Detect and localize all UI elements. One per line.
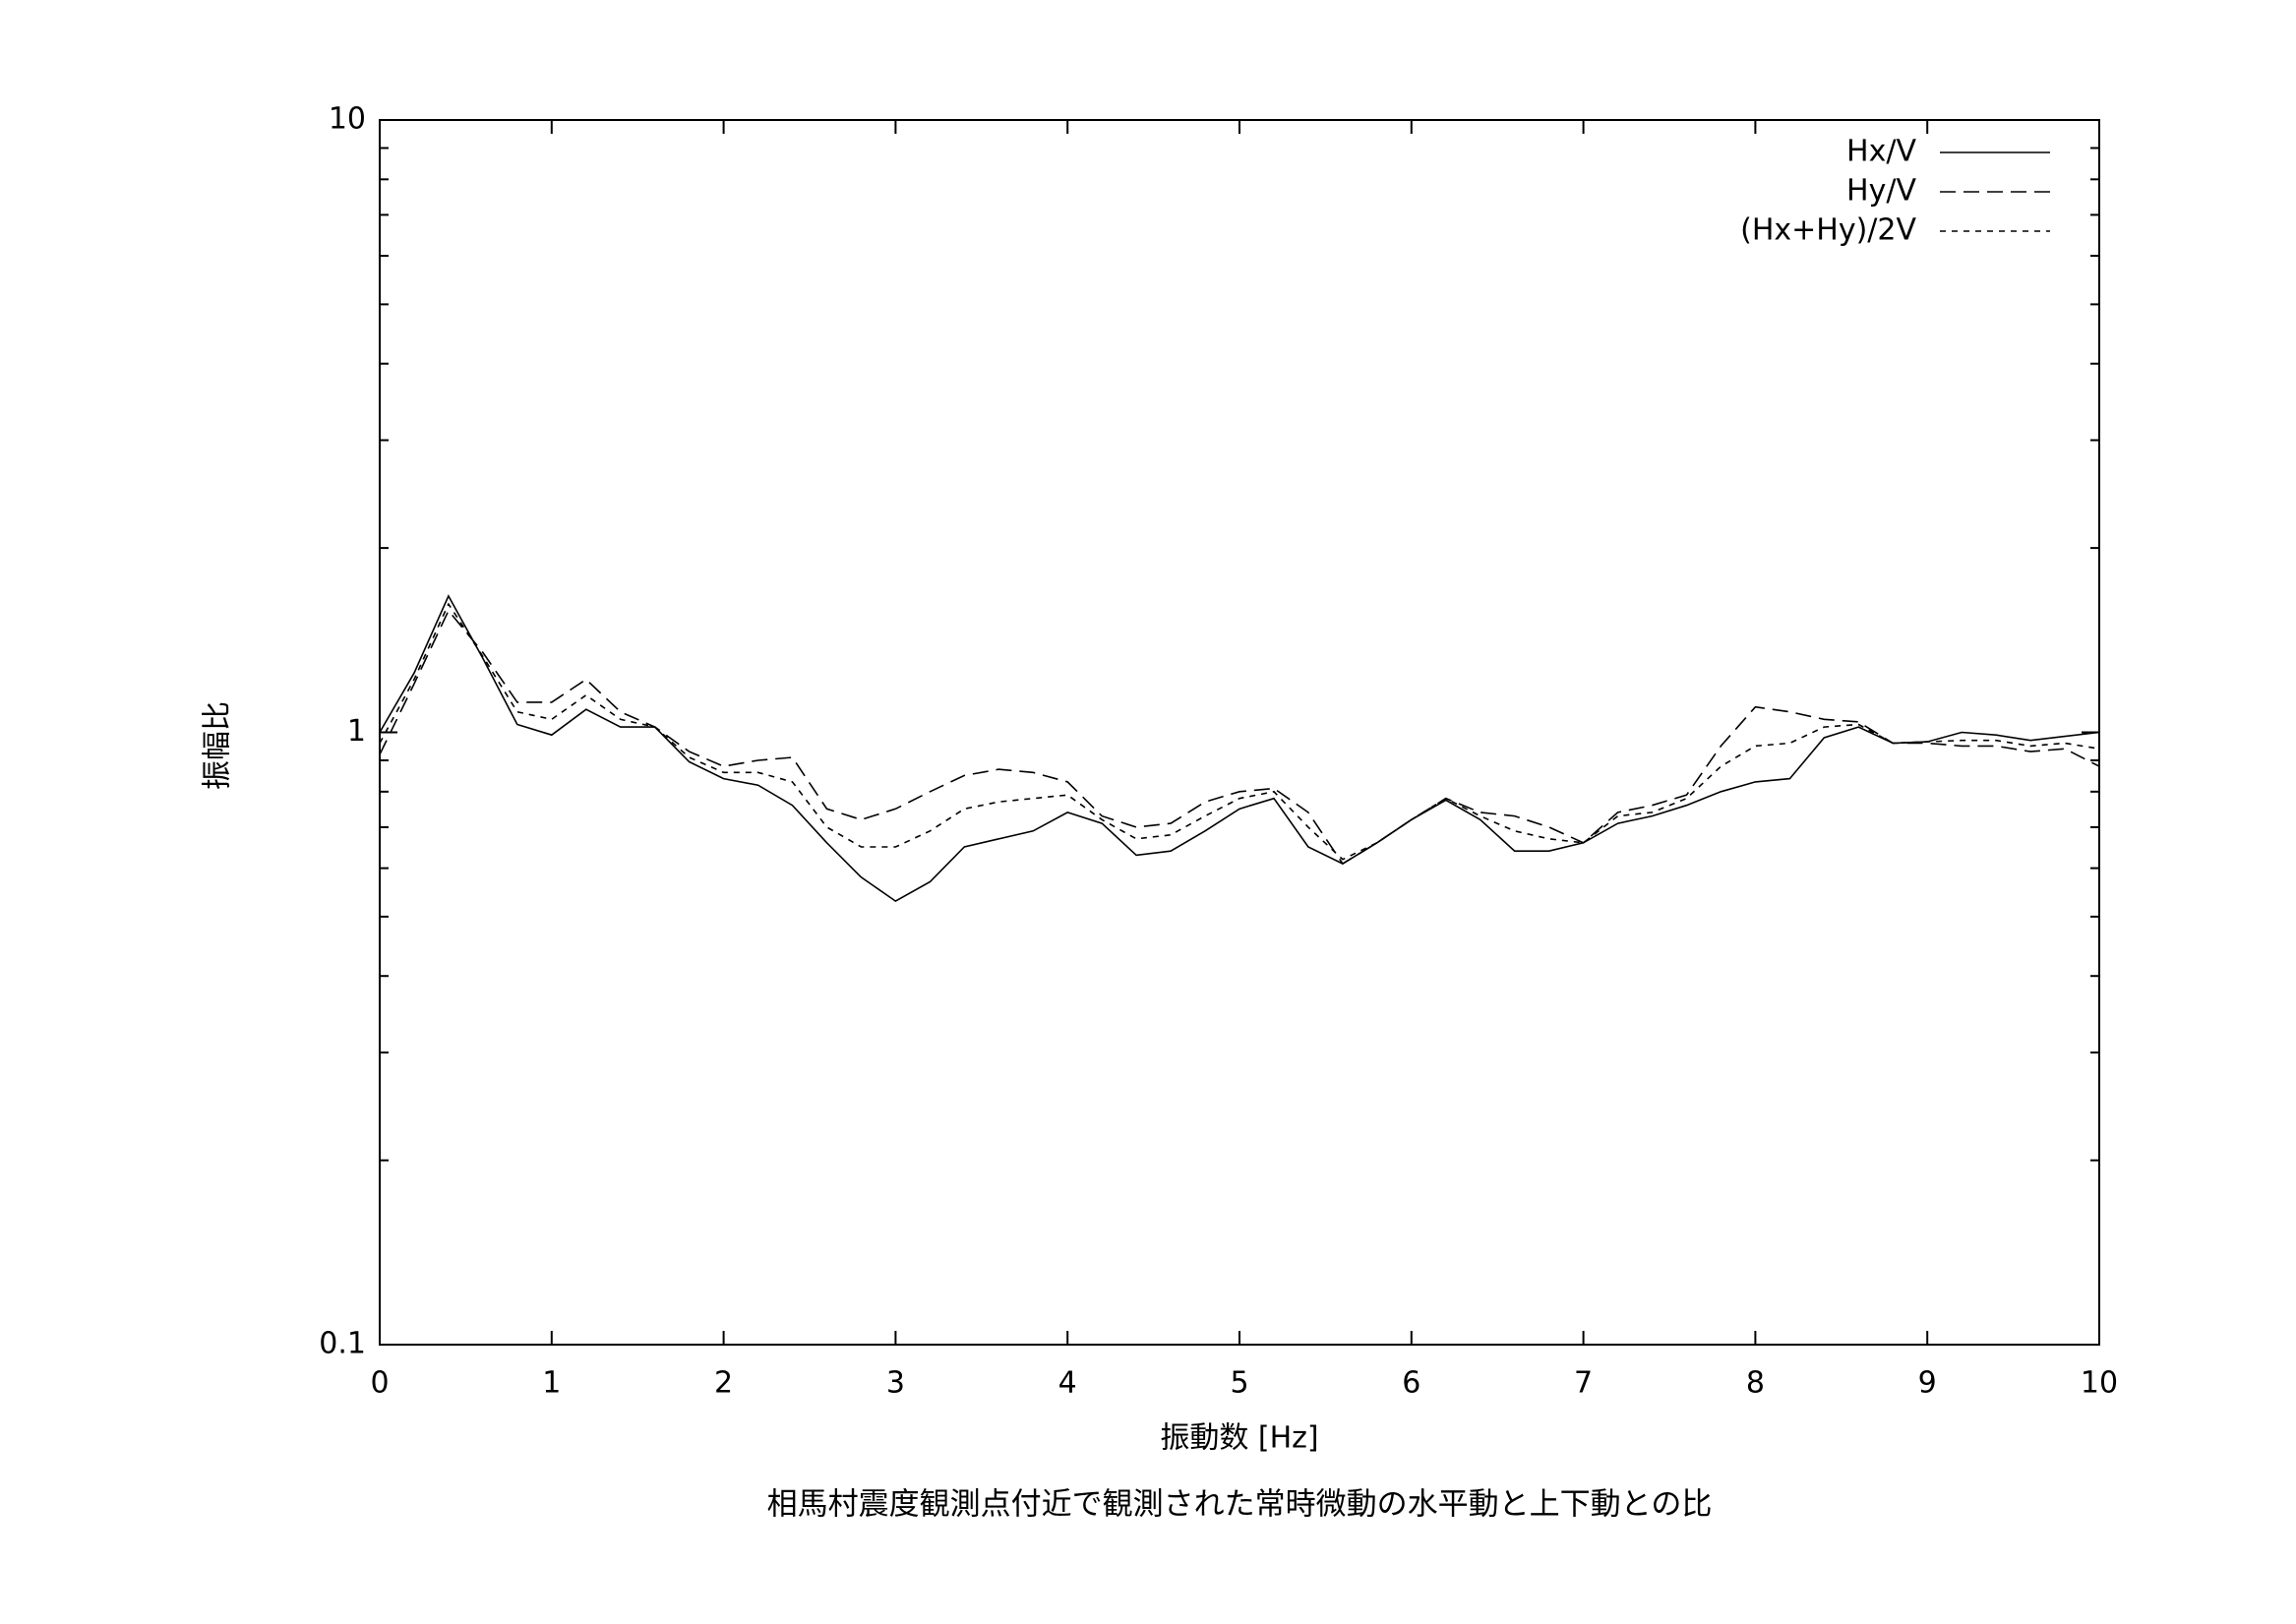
legend-label: (Hx+Hy)/2V xyxy=(1740,213,1916,248)
chart-title: 相馬村震度観測点付近で観測された常時微動の水平動と上下動との比 xyxy=(767,1487,1713,1523)
x-tick-label: 2 xyxy=(714,1366,733,1401)
x-tick-label: 8 xyxy=(1746,1366,1765,1401)
x-tick-label: 9 xyxy=(1918,1366,1937,1401)
x-tick-label: 10 xyxy=(2081,1366,2118,1401)
series-line xyxy=(379,594,2100,903)
x-tick-label: 5 xyxy=(1230,1366,1248,1401)
series-line xyxy=(379,602,2100,861)
x-tick-label: 1 xyxy=(542,1366,561,1401)
x-tick-label: 6 xyxy=(1402,1366,1420,1401)
x-tick-label: 4 xyxy=(1058,1366,1077,1401)
x-axis-label: 振動数 [Hz] xyxy=(1160,1421,1318,1456)
x-tick-label: 7 xyxy=(1574,1366,1593,1401)
series-line xyxy=(379,609,2100,866)
legend-label: Hy/V xyxy=(1846,174,1916,209)
y-tick-label: 0.1 xyxy=(319,1327,366,1361)
x-tick-label: 3 xyxy=(886,1366,905,1401)
y-axis-label: 振幅比 xyxy=(201,701,235,790)
legend-label: Hx/V xyxy=(1846,135,1916,169)
y-tick-label: 10 xyxy=(329,102,366,137)
y-tick-label: 1 xyxy=(347,714,366,749)
x-tick-label: 0 xyxy=(370,1366,389,1401)
